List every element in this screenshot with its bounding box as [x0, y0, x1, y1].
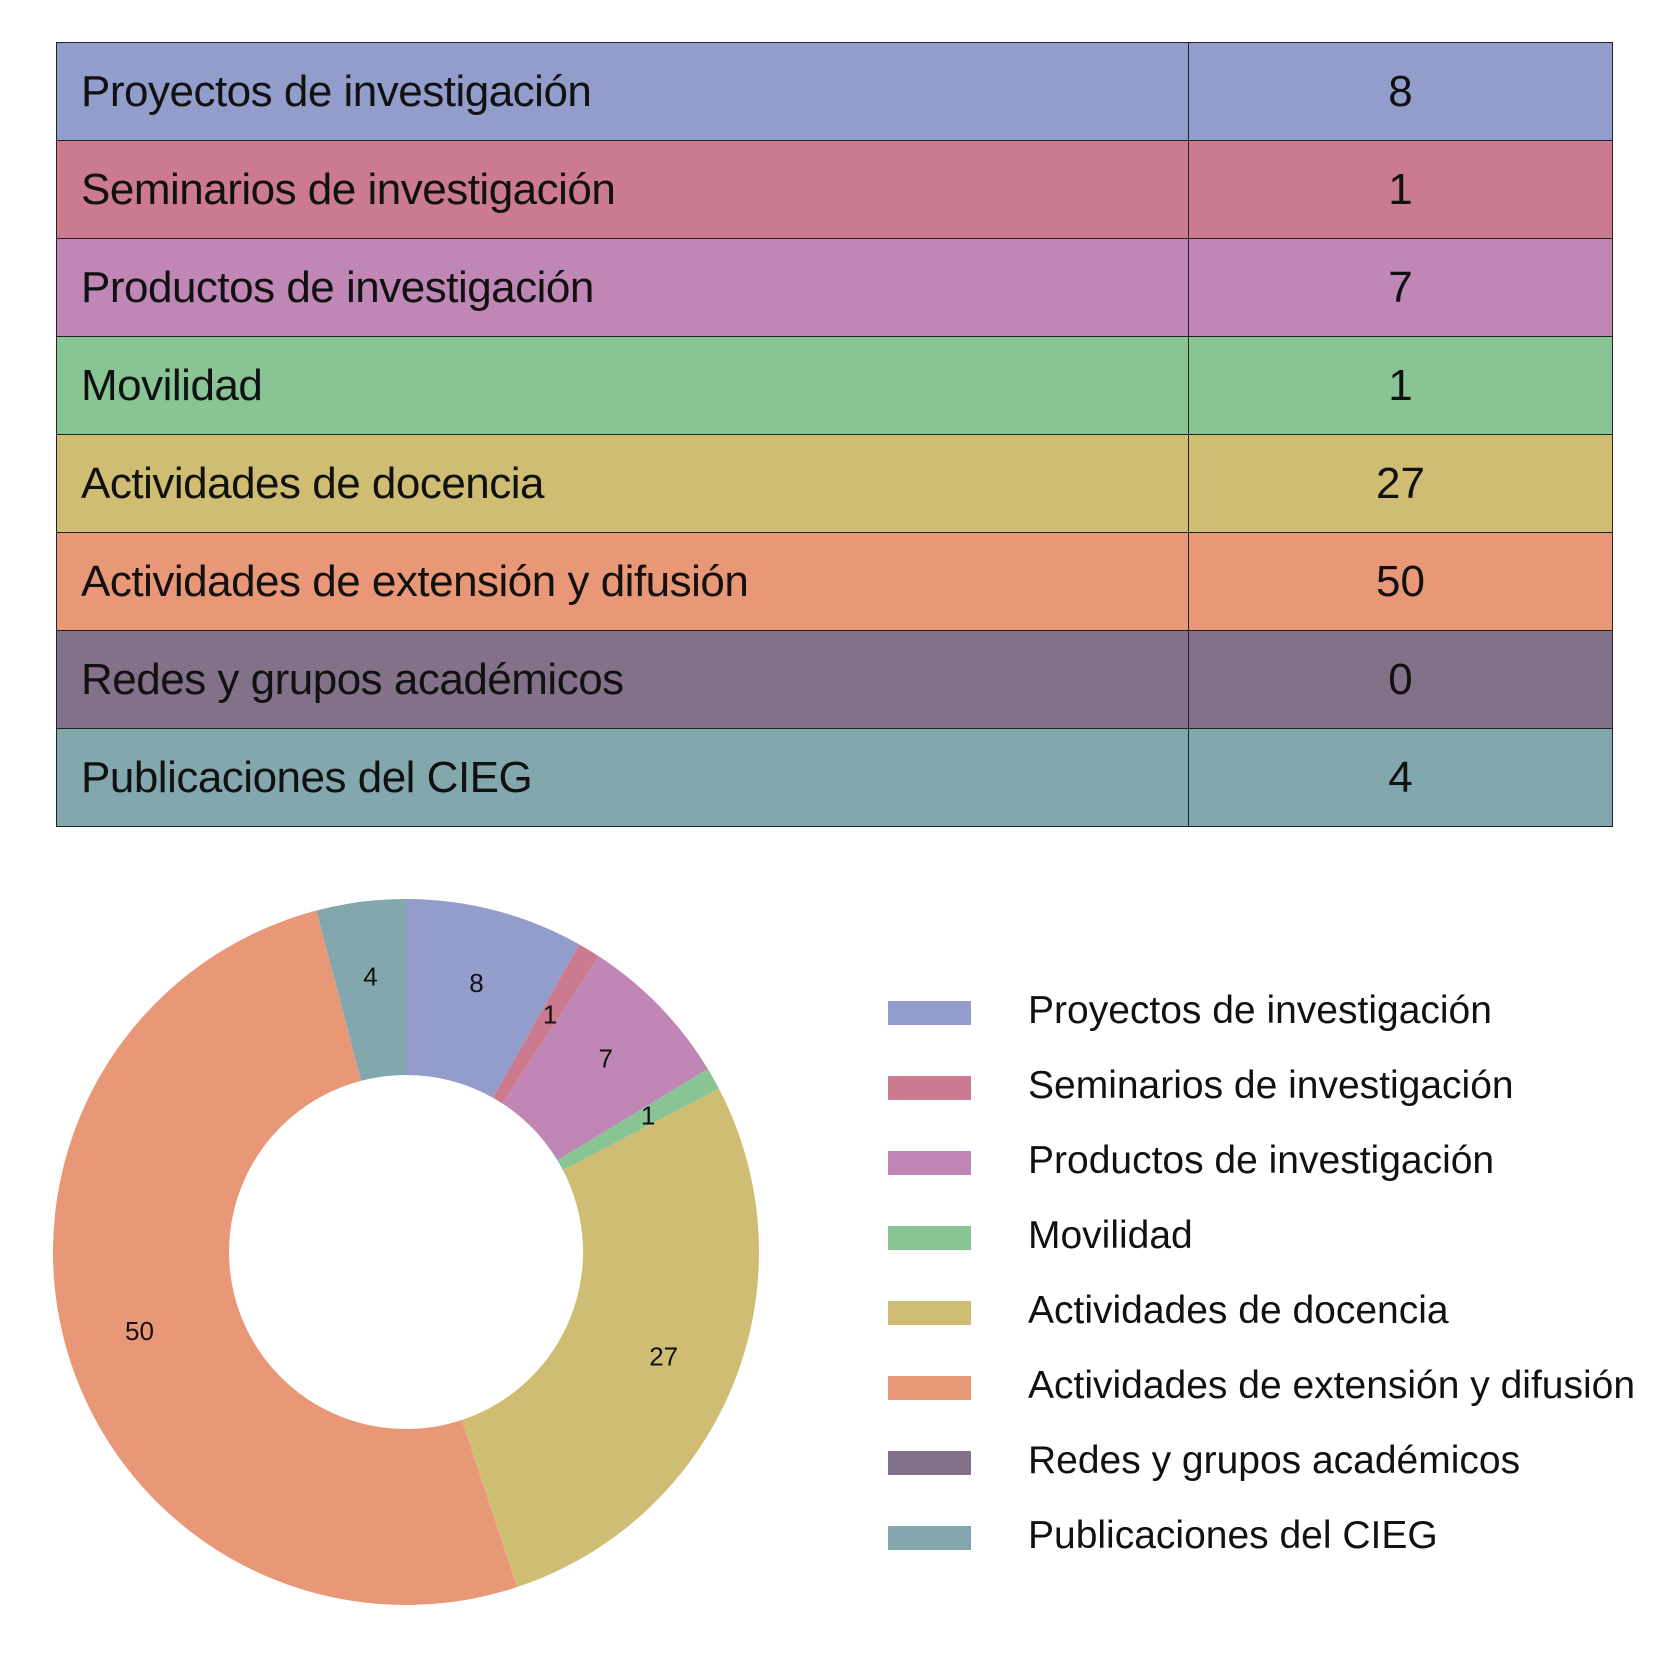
table-row-label: Actividades de docencia [56, 434, 1189, 533]
donut-data-label: 7 [598, 1044, 612, 1074]
legend-swatch [888, 1226, 971, 1250]
table-row-label: Actividades de extensión y difusión [56, 532, 1189, 631]
legend-swatch [888, 1451, 971, 1475]
table-row: Seminarios de investigación 1 [56, 140, 1613, 239]
legend-item: Actividades de extensión y difusión [888, 1357, 1635, 1432]
table-row-label: Productos de investigación [56, 238, 1189, 337]
legend-item: Redes y grupos académicos [888, 1432, 1628, 1507]
donut-data-label: 8 [469, 968, 483, 998]
table-row-value: 4 [1188, 728, 1613, 827]
summary-table: Proyectos de investigación 8 Seminarios de… [56, 42, 1613, 827]
legend-swatch [888, 1151, 971, 1175]
legend-swatch [888, 1376, 971, 1400]
legend-item: Proyectos de investigación [888, 982, 1628, 1057]
donut-data-label: 1 [543, 999, 557, 1029]
donut-slice [52, 910, 518, 1606]
table-row-label: Redes y grupos académicos [56, 630, 1189, 729]
donut-slice [461, 1088, 759, 1588]
legend-label: Publicaciones del CIEG [1028, 1514, 1438, 1557]
table-row-value: 27 [1188, 434, 1613, 533]
table-row: Movilidad 1 [56, 336, 1613, 435]
legend-label: Proyectos de investigación [1028, 989, 1492, 1032]
table-row-label: Publicaciones del CIEG [56, 728, 1189, 827]
legend-label: Actividades de extensión y difusión [1028, 1364, 1636, 1407]
table-row-value: 7 [1188, 238, 1613, 337]
legend-swatch [888, 1076, 971, 1100]
table-row-label: Seminarios de investigación [56, 140, 1189, 239]
donut-slices [52, 899, 759, 1606]
summary-table-body: Proyectos de investigación 8 Seminarios de… [56, 42, 1613, 827]
legend-label: Seminarios de investigación [1028, 1064, 1514, 1107]
legend-item: Productos de investigación [888, 1132, 1628, 1207]
table-row: Productos de investigación 7 [56, 238, 1613, 337]
table-row: Actividades de extensión y difusión 50 [56, 532, 1613, 631]
donut-data-label: 50 [125, 1316, 154, 1346]
donut-data-label: 4 [363, 961, 377, 991]
table-row-value: 50 [1188, 532, 1613, 631]
table-row-value: 8 [1188, 42, 1613, 141]
table-row-value: 1 [1188, 336, 1613, 435]
donut-slice [492, 944, 599, 1104]
legend-swatch [888, 1526, 971, 1550]
table-row: Actividades de docencia 27 [56, 434, 1613, 533]
donut-data-label: 1 [641, 1101, 655, 1131]
donut-slice [316, 899, 406, 1081]
legend-label: Productos de investigación [1028, 1139, 1495, 1182]
donut-slice [406, 899, 580, 1098]
legend-swatch [888, 1301, 971, 1325]
table-row: Proyectos de investigación 8 [56, 42, 1613, 141]
table-row: Redes y grupos académicos 0 [56, 630, 1613, 729]
table-row-label: Movilidad [56, 336, 1189, 435]
legend-label: Redes y grupos académicos [1028, 1439, 1521, 1482]
legend-item: Publicaciones del CIEG [888, 1507, 1628, 1582]
donut-slice [557, 1069, 719, 1171]
legend-item: Actividades de docencia [888, 1282, 1628, 1357]
legend-item: Movilidad [888, 1207, 1628, 1282]
table-row-value: 1 [1188, 140, 1613, 239]
legend-label: Movilidad [1028, 1214, 1193, 1257]
donut-data-label: 27 [649, 1341, 678, 1371]
legend-swatch [888, 1001, 971, 1025]
legend-label: Actividades de docencia [1028, 1289, 1449, 1332]
donut-slice [502, 956, 708, 1161]
table-row-label: Proyectos de investigación [56, 42, 1189, 141]
legend-item: Seminarios de investigación [888, 1057, 1628, 1132]
table-row: Publicaciones del CIEG 4 [56, 728, 1613, 827]
table-row-value: 0 [1188, 630, 1613, 729]
